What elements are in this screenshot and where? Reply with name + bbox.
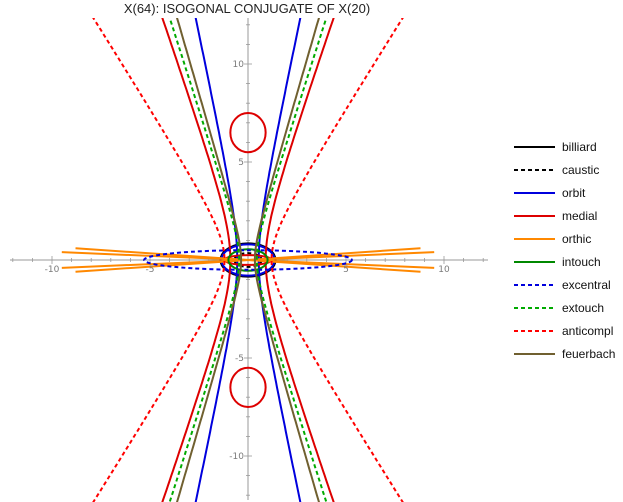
y-tick-label: -5 — [235, 354, 244, 364]
legend-item-anticompl: anticompl — [514, 324, 613, 338]
curve-feuerbach — [253, 18, 320, 502]
curve-excentral — [143, 249, 353, 271]
x-tick-label: -10 — [45, 265, 60, 275]
series-excentral — [143, 249, 353, 271]
legend-item-medial: medial — [514, 209, 597, 223]
curve-orthic — [75, 247, 421, 273]
curve-feuerbach — [176, 18, 243, 502]
curve-extouch — [168, 18, 241, 502]
curve-extouch — [255, 18, 328, 502]
curve-medial-loop — [229, 366, 267, 408]
series-orthic — [61, 247, 435, 273]
x-tick-label: -5 — [146, 265, 155, 275]
curves — [61, 18, 435, 502]
legend-label: billiard — [562, 140, 597, 154]
x-tick-label: 10 — [438, 265, 450, 275]
legend-label: caustic — [562, 163, 599, 177]
legend-label: orbit — [562, 186, 586, 200]
legend: billiard caustic orbit medial orthic intouch e… — [514, 140, 615, 361]
legend-item-extouch: extouch — [514, 301, 604, 315]
legend-item-orbit: orbit — [514, 186, 586, 200]
legend-item-excentral: excentral — [514, 278, 611, 292]
chart-title: X(64): ISOGONAL CONJUGATE OF X(20) — [124, 1, 370, 16]
curve-medial-loop — [229, 112, 267, 154]
x-tick-label: 5 — [343, 265, 349, 275]
curve-anticompl — [92, 18, 226, 502]
series-extouch — [168, 18, 328, 502]
curve-orbit — [220, 243, 276, 277]
legend-label: extouch — [562, 301, 604, 315]
legend-label: orthic — [562, 232, 591, 246]
y-tick-label: 10 — [233, 60, 245, 70]
y-tick-label: -10 — [229, 452, 244, 462]
legend-item-intouch: intouch — [514, 255, 601, 269]
y-tick-label: 5 — [238, 158, 244, 168]
series-feuerbach — [176, 18, 320, 502]
legend-label: excentral — [562, 278, 611, 292]
legend-label: anticompl — [562, 324, 613, 338]
legend-item-caustic: caustic — [514, 163, 599, 177]
curve-anticompl — [270, 18, 404, 502]
legend-item-orthic: orthic — [514, 232, 591, 246]
legend-item-feuerbach: feuerbach — [514, 347, 615, 361]
tick-labels: -10 -5 5 10 10 5 -5 -10 — [45, 60, 450, 462]
series-anticompl — [92, 18, 404, 502]
legend-item-billiard: billiard — [514, 140, 597, 154]
legend-label: medial — [562, 209, 597, 223]
legend-label: feuerbach — [562, 347, 615, 361]
legend-label: intouch — [562, 255, 601, 269]
